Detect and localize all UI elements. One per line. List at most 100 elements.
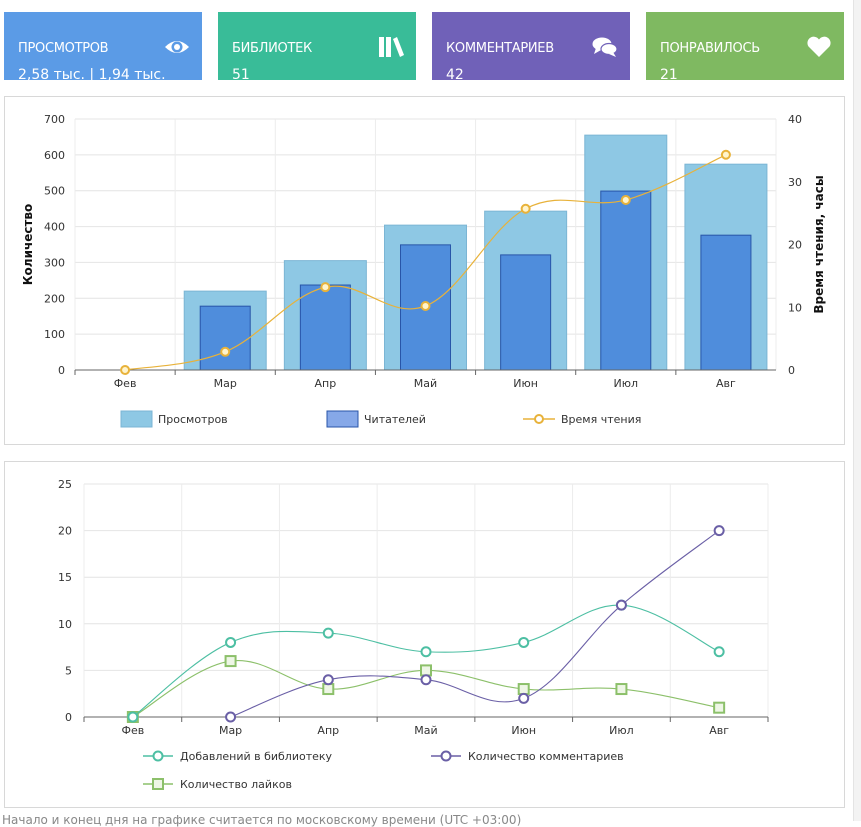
y2-tick-label: 0 — [788, 364, 795, 377]
y-tick-label: 20 — [58, 525, 72, 538]
point-series-0 — [420, 646, 432, 658]
stat-card-label: ПРОСМОТРОВ — [18, 41, 109, 56]
y-tick-label: 600 — [44, 149, 65, 162]
point-series-1 — [615, 599, 627, 611]
legend-time-marker — [534, 414, 544, 424]
point-reading-time — [220, 346, 231, 357]
books-icon — [378, 36, 404, 58]
y-axis-title: Количество — [21, 204, 35, 286]
legend-label: Количество комментариев — [468, 750, 624, 763]
x-tick-label: Июл — [609, 724, 634, 737]
legend-views-swatch — [120, 410, 153, 428]
x-tick-label: Апр — [315, 377, 337, 390]
timezone-footnote: Начало и конец дня на графике считается … — [2, 813, 522, 827]
legend-views-label: Просмотров — [158, 413, 228, 426]
y-tick-label: 300 — [44, 256, 65, 269]
stat-card-label: ПОНРАВИЛОСЬ — [660, 41, 760, 56]
y2-tick-label: 10 — [788, 301, 802, 314]
x-tick-label: Мар — [214, 377, 237, 390]
stat-card-heart: ПОНРАВИЛОСЬ 21 — [646, 12, 844, 83]
bar-readers — [700, 234, 752, 371]
x-tick-label: Фев — [121, 724, 144, 737]
point-series-0 — [225, 636, 237, 648]
y-tick-label: 0 — [58, 364, 65, 377]
line-series-1 — [230, 530, 720, 718]
y-tick-label: 15 — [58, 571, 72, 584]
legend-marker-circle — [152, 750, 164, 762]
stat-card-books: БИБЛИОТЕК 51 — [218, 12, 416, 83]
point-likes — [322, 683, 335, 696]
point-series-0 — [127, 711, 139, 723]
point-series-1 — [420, 674, 432, 686]
x-tick-label: Мар — [219, 724, 242, 737]
point-reading-time — [120, 365, 131, 375]
stat-card-value: 21 — [660, 67, 678, 83]
point-reading-time — [320, 282, 331, 293]
point-likes — [713, 701, 726, 714]
eye-icon — [164, 36, 190, 58]
y-tick-label: 400 — [44, 221, 65, 234]
stat-card-value: 42 — [446, 67, 464, 83]
bar-readers — [299, 284, 351, 371]
legend-time-label: Время чтения — [561, 413, 641, 426]
y2-tick-label: 40 — [788, 113, 802, 126]
y-tick-label: 0 — [65, 711, 72, 724]
y2-tick-label: 20 — [788, 239, 802, 252]
legend-label: Количество лайков — [180, 778, 292, 791]
bar-readers — [199, 305, 251, 371]
bar-readers — [500, 254, 552, 371]
x-tick-label: Июн — [513, 377, 538, 390]
x-tick-label: Авг — [716, 377, 736, 390]
point-series-0 — [518, 636, 530, 648]
views-readers-chart: 0 100 200 300 400 500 600 700 0 10 20 30 40 Фев Мар Апр… — [21, 113, 826, 428]
scrollbar[interactable] — [853, 0, 861, 821]
point-reading-time — [620, 194, 631, 205]
point-series-1 — [322, 674, 334, 686]
x-tick-label: Июн — [511, 724, 536, 737]
point-series-1 — [225, 711, 237, 723]
y-tick-label: 5 — [65, 664, 72, 677]
y-tick-label: 500 — [44, 185, 65, 198]
legend-readers-label: Читателей — [364, 413, 426, 426]
legend-marker-circle — [440, 750, 452, 762]
point-reading-time — [520, 203, 531, 214]
point-reading-time — [720, 149, 731, 160]
point-series-0 — [713, 646, 725, 658]
y2-axis-title: Время чтения, часы — [812, 175, 826, 313]
point-series-1 — [518, 692, 530, 704]
y-tick-label: 700 — [44, 113, 65, 126]
legend-readers-swatch — [326, 410, 359, 428]
x-tick-label: Фев — [114, 377, 137, 390]
comments-icon — [592, 36, 618, 58]
y-tick-label: 10 — [58, 618, 72, 631]
x-tick-label: Май — [414, 724, 437, 737]
point-reading-time — [420, 300, 431, 311]
line-series-0 — [132, 604, 720, 718]
activity-chart: 0 5 10 15 20 25 Фев Мар Апр Май Июн Июл Авг Добавлени… — [58, 478, 769, 791]
stat-card-eye: ПРОСМОТРОВ 2,58 тыс. | 1,94 тыс. — [4, 12, 202, 83]
point-series-1 — [713, 525, 725, 537]
heart-icon — [806, 36, 832, 58]
y-tick-label: 200 — [44, 292, 65, 305]
x-tick-label: Авг — [709, 724, 729, 737]
legend-label: Добавлений в библиотеку — [180, 750, 333, 763]
y-tick-label: 25 — [58, 478, 72, 491]
point-likes — [615, 683, 628, 696]
stat-card-value: 51 — [232, 67, 250, 83]
y2-tick-label: 30 — [788, 176, 802, 189]
stat-card-value: 2,58 тыс. | 1,94 тыс. — [18, 67, 166, 83]
x-tick-label: Май — [414, 377, 437, 390]
stat-card-comments: КОММЕНТАРИЕВ 42 — [432, 12, 630, 83]
point-series-0 — [322, 627, 334, 639]
activity-chart-panel: 0 5 10 15 20 25 Фев Мар Апр Май Июн Июл Авг Добавлени… — [4, 461, 845, 808]
x-tick-label: Июл — [614, 377, 639, 390]
legend-marker-square — [152, 778, 164, 790]
point-likes — [517, 683, 530, 696]
point-likes — [224, 655, 237, 668]
stat-card-label: КОММЕНТАРИЕВ — [446, 41, 554, 56]
x-tick-label: Апр — [317, 724, 339, 737]
stat-card-label: БИБЛИОТЕК — [232, 41, 312, 56]
bar-readers — [600, 190, 652, 371]
views-chart-panel: 0 100 200 300 400 500 600 700 0 10 20 30 40 Фев Мар Апр… — [4, 96, 845, 445]
point-likes — [420, 664, 432, 677]
